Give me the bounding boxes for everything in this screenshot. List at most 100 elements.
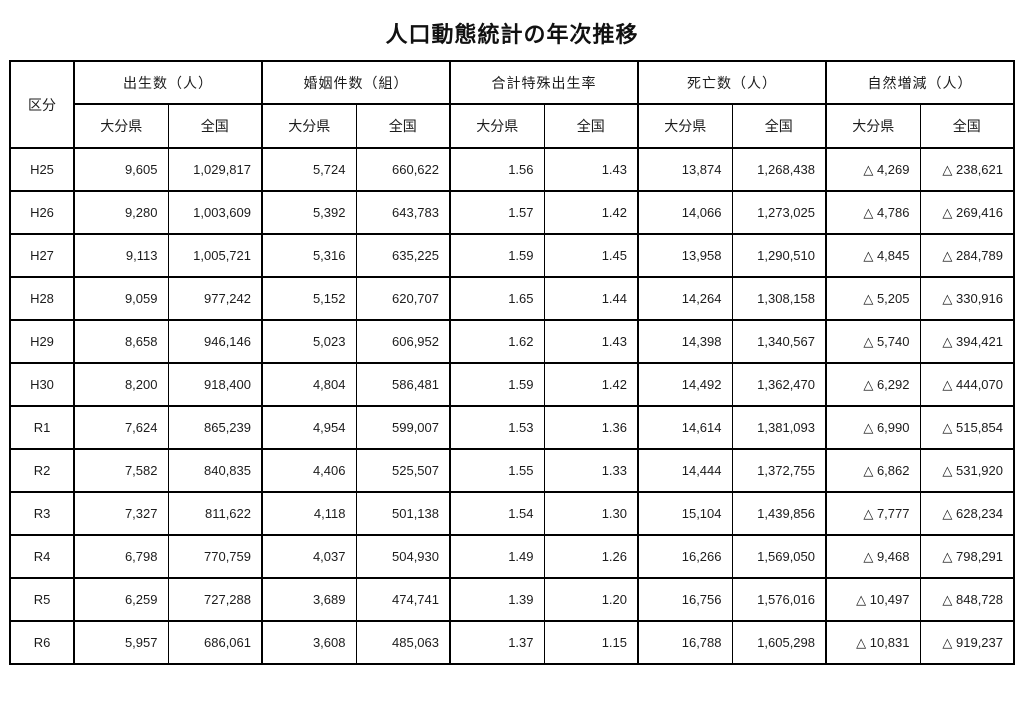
cell-deaths-national: 1,576,016 [731, 577, 827, 622]
cell-marriages-oita: 3,689 [261, 577, 357, 622]
cell-marriages-oita: 4,804 [261, 362, 357, 407]
row-label-year: R4 [9, 534, 75, 579]
cell-marriages-national: 660,622 [355, 147, 451, 192]
row-label-year: H28 [9, 276, 75, 321]
cell-fertility-oita: 1.59 [449, 233, 545, 278]
group-header-births: 出生数（人） [73, 60, 263, 105]
cell-deaths-national: 1,569,050 [731, 534, 827, 579]
cell-births-oita: 7,327 [73, 491, 169, 536]
group-header-natural-change: 自然増減（人） [825, 60, 1015, 105]
cell-natural-change-national: △ 284,789 [919, 233, 1015, 278]
cell-natural-change-national: △ 531,920 [919, 448, 1015, 493]
cell-fertility-oita: 1.37 [449, 620, 545, 665]
corner-cell-kubun: 区分 [9, 60, 75, 149]
cell-marriages-oita: 4,406 [261, 448, 357, 493]
table-row: R1 7,624 865,239 4,954 599,007 1.53 1.36 14,614… [9, 405, 1015, 450]
cell-births-oita: 9,605 [73, 147, 169, 192]
row-label-year: R3 [9, 491, 75, 536]
cell-marriages-oita: 4,118 [261, 491, 357, 536]
subheader-national: 全国 [731, 103, 827, 149]
cell-marriages-oita: 4,954 [261, 405, 357, 450]
subheader-national: 全国 [543, 103, 639, 149]
cell-deaths-national: 1,340,567 [731, 319, 827, 364]
cell-births-national: 865,239 [167, 405, 263, 450]
table-row: R5 6,259 727,288 3,689 474,741 1.39 1.20 16,756… [9, 577, 1015, 622]
table-row: H25 9,605 1,029,817 5,724 660,622 1.56 1.43 13,… [9, 147, 1015, 192]
cell-fertility-oita: 1.39 [449, 577, 545, 622]
row-label-year: H27 [9, 233, 75, 278]
subheader-national: 全国 [167, 103, 263, 149]
cell-fertility-national: 1.20 [543, 577, 639, 622]
table-row: H27 9,113 1,005,721 5,316 635,225 1.59 1.45 13,… [9, 233, 1015, 278]
table-row: H30 8,200 918,400 4,804 586,481 1.59 1.42 14,49… [9, 362, 1015, 407]
cell-deaths-oita: 14,066 [637, 190, 733, 235]
cell-natural-change-national: △ 798,291 [919, 534, 1015, 579]
cell-natural-change-oita: △ 7,777 [825, 491, 921, 536]
cell-fertility-oita: 1.55 [449, 448, 545, 493]
cell-fertility-oita: 1.65 [449, 276, 545, 321]
subheader-oita-pref: 大分県 [637, 103, 733, 149]
cell-births-national: 840,835 [167, 448, 263, 493]
cell-natural-change-oita: △ 4,269 [825, 147, 921, 192]
cell-natural-change-oita: △ 5,205 [825, 276, 921, 321]
cell-fertility-oita: 1.49 [449, 534, 545, 579]
cell-births-oita: 6,798 [73, 534, 169, 579]
subheader-oita-pref: 大分県 [449, 103, 545, 149]
row-label-year: H30 [9, 362, 75, 407]
cell-fertility-national: 1.36 [543, 405, 639, 450]
cell-births-oita: 8,200 [73, 362, 169, 407]
cell-fertility-national: 1.44 [543, 276, 639, 321]
subheader-national: 全国 [355, 103, 451, 149]
cell-births-oita: 9,280 [73, 190, 169, 235]
cell-deaths-oita: 15,104 [637, 491, 733, 536]
cell-deaths-oita: 14,614 [637, 405, 733, 450]
cell-births-national: 918,400 [167, 362, 263, 407]
cell-marriages-national: 504,930 [355, 534, 451, 579]
subheader-oita-pref: 大分県 [825, 103, 921, 149]
cell-births-oita: 9,113 [73, 233, 169, 278]
table-row: R4 6,798 770,759 4,037 504,930 1.49 1.26 16,266… [9, 534, 1015, 579]
cell-deaths-oita: 14,398 [637, 319, 733, 364]
row-label-year: H26 [9, 190, 75, 235]
cell-fertility-national: 1.15 [543, 620, 639, 665]
cell-fertility-oita: 1.62 [449, 319, 545, 364]
cell-deaths-national: 1,605,298 [731, 620, 827, 665]
cell-marriages-national: 599,007 [355, 405, 451, 450]
cell-births-national: 946,146 [167, 319, 263, 364]
cell-natural-change-oita: △ 10,497 [825, 577, 921, 622]
row-label-year: R2 [9, 448, 75, 493]
cell-natural-change-national: △ 919,237 [919, 620, 1015, 665]
cell-deaths-oita: 13,874 [637, 147, 733, 192]
cell-marriages-national: 501,138 [355, 491, 451, 536]
cell-marriages-oita: 5,392 [261, 190, 357, 235]
cell-marriages-national: 606,952 [355, 319, 451, 364]
group-header-row: 区分 出生数（人） 婚姻件数（組） 合計特殊出生率 死亡数（人） 自然増減（人） [9, 60, 1015, 149]
cell-marriages-national: 620,707 [355, 276, 451, 321]
cell-deaths-national: 1,268,438 [731, 147, 827, 192]
cell-births-national: 977,242 [167, 276, 263, 321]
cell-natural-change-oita: △ 5,740 [825, 319, 921, 364]
cell-fertility-oita: 1.59 [449, 362, 545, 407]
cell-natural-change-national: △ 394,421 [919, 319, 1015, 364]
cell-marriages-national: 586,481 [355, 362, 451, 407]
page-title: 人口動態統計の年次推移 [385, 22, 639, 47]
cell-deaths-national: 1,273,025 [731, 190, 827, 235]
cell-marriages-oita: 5,152 [261, 276, 357, 321]
cell-marriages-oita: 4,037 [261, 534, 357, 579]
cell-natural-change-national: △ 330,916 [919, 276, 1015, 321]
cell-births-national: 1,029,817 [167, 147, 263, 192]
cell-natural-change-oita: △ 6,292 [825, 362, 921, 407]
row-label-year: H29 [9, 319, 75, 364]
table-row: R6 5,957 686,061 3,608 485,063 1.37 1.15 16,788… [9, 620, 1015, 665]
cell-marriages-oita: 5,724 [261, 147, 357, 192]
vital-statistics-table: 区分 出生数（人） 婚姻件数（組） 合計特殊出生率 死亡数（人） 自然増減（人） 大分県… [9, 60, 1015, 665]
cell-marriages-oita: 5,023 [261, 319, 357, 364]
cell-births-national: 727,288 [167, 577, 263, 622]
table-row: R3 7,327 811,622 4,118 501,138 1.54 1.30 15,104… [9, 491, 1015, 536]
cell-deaths-oita: 13,958 [637, 233, 733, 278]
cell-births-oita: 6,259 [73, 577, 169, 622]
cell-fertility-oita: 1.54 [449, 491, 545, 536]
cell-fertility-national: 1.26 [543, 534, 639, 579]
group-header-deaths: 死亡数（人） [637, 60, 827, 105]
cell-fertility-national: 1.43 [543, 147, 639, 192]
